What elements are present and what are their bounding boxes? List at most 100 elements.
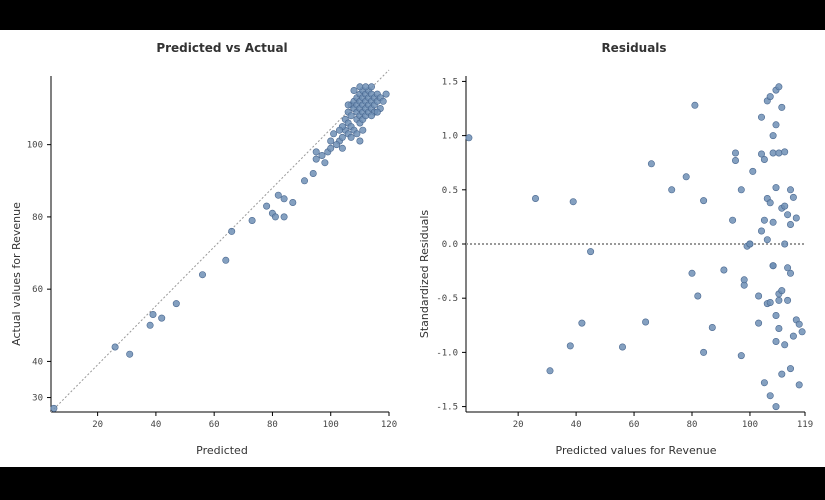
data-point — [379, 97, 387, 105]
data-point — [618, 343, 626, 351]
data-point — [737, 186, 745, 194]
data-point — [720, 266, 728, 274]
data-point — [694, 292, 702, 300]
data-point — [700, 197, 708, 205]
data-point — [668, 186, 676, 194]
data-point — [775, 83, 783, 91]
data-point — [312, 148, 320, 156]
y-tick-label: -1.5 — [436, 403, 458, 413]
data-point — [778, 370, 786, 378]
data-point — [775, 324, 783, 332]
y-tick-label: 60 — [32, 285, 43, 295]
data-point — [746, 240, 754, 248]
data-point — [772, 121, 780, 129]
data-point — [353, 130, 361, 138]
data-point — [566, 342, 574, 350]
data-point — [688, 269, 696, 277]
data-point — [333, 141, 341, 149]
data-point — [755, 319, 763, 327]
data-point — [792, 214, 800, 222]
data-point — [781, 148, 789, 156]
y-tick-label: 100 — [27, 141, 43, 151]
data-point — [766, 392, 774, 400]
x-tick-label: 120 — [381, 420, 397, 430]
data-point — [772, 184, 780, 192]
x-tick-label: 119 — [797, 420, 813, 430]
data-point — [344, 101, 352, 109]
data-point — [766, 298, 774, 306]
data-point — [786, 269, 794, 277]
data-point — [274, 191, 282, 199]
plot-canvas: Predicted vs Actual Predicted Actual val… — [0, 30, 825, 467]
data-point — [772, 311, 780, 319]
y-tick-label: -0.5 — [436, 294, 458, 304]
y-tick-label: 0.0 — [442, 240, 458, 250]
residuals-chart: Residuals Predicted values for Revenue S… — [418, 41, 813, 457]
data-point — [647, 160, 655, 168]
data-point — [312, 155, 320, 163]
data-point — [367, 83, 375, 91]
x-tick-label: 40 — [571, 420, 582, 430]
data-point — [760, 216, 768, 224]
data-point — [708, 323, 716, 331]
data-point — [347, 112, 355, 120]
data-point — [330, 130, 338, 138]
y-tick-label: -1.0 — [436, 348, 458, 358]
data-point — [546, 367, 554, 375]
right-ticks: 20 40 60 80 100 119 -1.5 -1.0 -0.5 0.0 0.5 1.0 1.5 — [436, 77, 813, 430]
data-point — [578, 319, 586, 327]
x-tick-label: 100 — [742, 420, 758, 430]
data-point — [146, 321, 154, 329]
data-point — [737, 352, 745, 360]
y-tick-label: 0.5 — [442, 186, 458, 196]
x-axis-label: Predicted values for Revenue — [556, 444, 717, 457]
data-point — [769, 149, 777, 157]
data-point — [766, 93, 774, 101]
data-point — [781, 341, 789, 349]
left-points — [50, 83, 390, 412]
data-point — [766, 199, 774, 207]
data-point — [784, 296, 792, 304]
data-point — [335, 126, 343, 134]
data-point — [172, 300, 180, 308]
data-point — [327, 137, 335, 145]
data-point — [763, 236, 771, 244]
data-point — [327, 144, 335, 152]
data-point — [569, 198, 577, 206]
data-point — [798, 328, 806, 336]
data-point — [50, 404, 58, 412]
data-point — [789, 332, 797, 340]
data-point — [784, 264, 792, 272]
x-axis-label: Predicted — [196, 444, 248, 457]
x-tick-label: 100 — [323, 420, 339, 430]
data-point — [263, 202, 271, 210]
data-point — [775, 149, 783, 157]
chart-title: Residuals — [601, 41, 666, 55]
data-point — [749, 167, 757, 175]
data-point — [775, 296, 783, 304]
data-point — [318, 152, 326, 160]
data-point — [356, 83, 364, 91]
y-tick-label: 40 — [32, 357, 43, 367]
diagonal-reference-line — [50, 69, 390, 413]
data-point — [755, 292, 763, 300]
data-point — [465, 134, 473, 142]
data-point — [321, 159, 329, 167]
data-point — [587, 248, 595, 256]
x-tick-label: 20 — [513, 420, 524, 430]
y-tick-label: 1.0 — [442, 132, 458, 142]
data-point — [300, 177, 308, 185]
data-point — [271, 213, 279, 221]
data-point — [781, 240, 789, 248]
data-point — [126, 350, 134, 358]
data-point — [760, 379, 768, 387]
data-point — [642, 318, 650, 326]
data-point — [757, 150, 765, 158]
data-point — [729, 216, 737, 224]
data-point — [280, 213, 288, 221]
data-point — [784, 211, 792, 219]
data-point — [786, 221, 794, 229]
data-point — [158, 314, 166, 322]
data-point — [111, 343, 119, 351]
data-point — [781, 202, 789, 210]
